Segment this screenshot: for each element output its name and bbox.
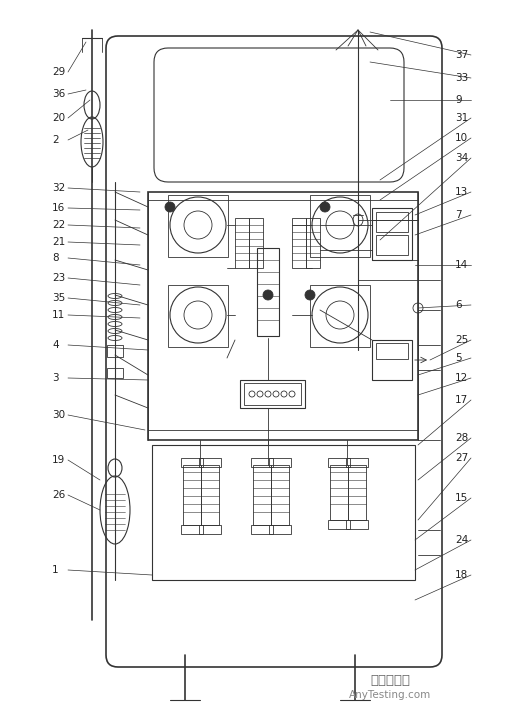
- Bar: [152, 445, 415, 580]
- Bar: [107, 345, 123, 357]
- Text: AnyTesting.com: AnyTesting.com: [349, 690, 431, 700]
- Bar: [168, 195, 228, 257]
- Bar: [348, 465, 366, 520]
- Text: 26: 26: [52, 490, 65, 500]
- Circle shape: [165, 202, 175, 212]
- Text: 16: 16: [52, 203, 65, 213]
- Text: 29: 29: [52, 67, 65, 77]
- Text: 32: 32: [52, 183, 65, 193]
- Text: 15: 15: [455, 493, 468, 503]
- Bar: [183, 465, 201, 525]
- Bar: [292, 218, 306, 268]
- Text: 20: 20: [52, 113, 65, 123]
- Bar: [251, 458, 273, 467]
- Text: 23: 23: [52, 273, 65, 283]
- Text: 24: 24: [455, 535, 468, 545]
- Bar: [346, 520, 368, 529]
- Text: 13: 13: [455, 187, 468, 197]
- Bar: [181, 458, 203, 467]
- Text: 8: 8: [52, 253, 59, 263]
- Text: 14: 14: [455, 260, 468, 270]
- Bar: [328, 520, 350, 529]
- Bar: [346, 458, 368, 467]
- Text: 10: 10: [455, 133, 468, 143]
- Bar: [181, 525, 203, 534]
- Text: 嘉峪检测网: 嘉峪检测网: [370, 674, 410, 686]
- Bar: [201, 465, 219, 525]
- Text: 6: 6: [455, 300, 462, 310]
- Bar: [271, 465, 289, 525]
- Text: 12: 12: [455, 373, 468, 383]
- Text: 7: 7: [455, 210, 462, 220]
- Bar: [235, 218, 249, 268]
- Text: 11: 11: [52, 310, 65, 320]
- Text: 22: 22: [52, 220, 65, 230]
- Text: 33: 33: [455, 73, 468, 83]
- Bar: [257, 248, 279, 336]
- Text: 27: 27: [455, 453, 468, 463]
- Bar: [244, 383, 301, 405]
- Text: 35: 35: [52, 293, 65, 303]
- Text: 2: 2: [52, 135, 59, 145]
- Bar: [330, 465, 348, 520]
- Bar: [372, 208, 412, 260]
- Bar: [253, 465, 271, 525]
- Text: 18: 18: [455, 570, 468, 580]
- Bar: [310, 285, 370, 347]
- Bar: [168, 285, 228, 347]
- Text: 25: 25: [455, 335, 468, 345]
- Bar: [310, 195, 370, 257]
- Bar: [372, 340, 412, 380]
- Circle shape: [320, 202, 330, 212]
- Bar: [148, 192, 418, 440]
- Bar: [376, 343, 408, 359]
- Text: 37: 37: [455, 50, 468, 60]
- Text: 17: 17: [455, 395, 468, 405]
- Text: 30: 30: [52, 410, 65, 420]
- Bar: [199, 525, 221, 534]
- Bar: [240, 380, 305, 408]
- Circle shape: [305, 290, 315, 300]
- Text: 34: 34: [455, 153, 468, 163]
- Bar: [376, 212, 408, 232]
- Bar: [269, 525, 291, 534]
- Text: 1: 1: [52, 565, 59, 575]
- Circle shape: [263, 290, 273, 300]
- Bar: [249, 218, 263, 268]
- Text: 36: 36: [52, 89, 65, 99]
- Text: 9: 9: [455, 95, 462, 105]
- Text: 28: 28: [455, 433, 468, 443]
- Bar: [306, 218, 320, 268]
- Bar: [328, 458, 350, 467]
- Text: 3: 3: [52, 373, 59, 383]
- Text: 19: 19: [52, 455, 65, 465]
- Text: 31: 31: [455, 113, 468, 123]
- Bar: [376, 235, 408, 255]
- Text: 5: 5: [455, 353, 462, 363]
- Bar: [107, 368, 123, 378]
- Bar: [251, 525, 273, 534]
- Bar: [269, 458, 291, 467]
- Text: 4: 4: [52, 340, 59, 350]
- Text: 21: 21: [52, 237, 65, 247]
- Bar: [199, 458, 221, 467]
